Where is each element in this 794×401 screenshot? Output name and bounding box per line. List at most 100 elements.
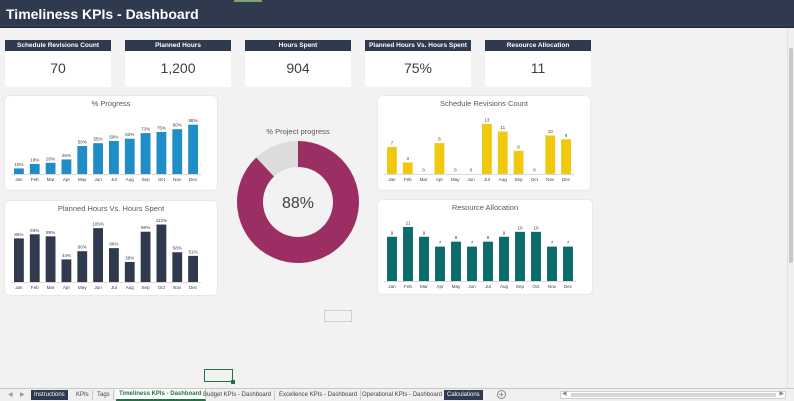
data-label: 6 — [517, 144, 520, 149]
donut-slice-complete[interactable] — [237, 141, 359, 263]
bar-jan[interactable] — [14, 168, 24, 174]
bar-jan[interactable] — [387, 236, 397, 281]
bar-apr[interactable] — [434, 143, 445, 174]
bar-oct[interactable] — [531, 231, 541, 281]
data-label: 63% — [125, 132, 134, 137]
progress-chart[interactable]: % Progress 10% Jan 18% Feb 20% Mar 26% Apr 50% May… — [5, 96, 217, 190]
bar-dec[interactable] — [188, 124, 198, 174]
bar-mar[interactable] — [419, 236, 429, 281]
fill-handle[interactable] — [231, 380, 235, 384]
bar-aug[interactable] — [497, 131, 508, 174]
bar-nov[interactable] — [545, 135, 556, 174]
tab-tags[interactable]: Tags — [94, 390, 114, 400]
project-progress-donut[interactable]: % Project progress 88% — [236, 124, 360, 276]
data-label: 26% — [62, 153, 71, 158]
bar-sep[interactable] — [515, 231, 525, 281]
add-sheet-icon[interactable]: + — [497, 390, 506, 399]
bar-dec[interactable] — [561, 139, 571, 174]
chart-title: Resource Allocation — [452, 203, 518, 212]
bar-sep[interactable] — [513, 150, 524, 174]
kpi-card-hours-spent: Hours Spent 904 — [245, 40, 351, 87]
bar-may[interactable] — [77, 251, 88, 282]
scroll-left-icon[interactable]: ◀ — [562, 391, 567, 397]
bar-aug[interactable] — [499, 236, 509, 281]
data-label: 11 — [406, 220, 411, 225]
bar-feb[interactable] — [29, 163, 40, 174]
bar-jul[interactable] — [109, 248, 119, 282]
bar-may[interactable] — [451, 241, 461, 281]
horizontal-scrollbar[interactable]: ◀ ▶ — [560, 391, 786, 399]
tab-scroll-right-icon[interactable]: ▶ — [20, 392, 25, 398]
vertical-scrollbar[interactable] — [787, 28, 794, 388]
tab-instructions[interactable]: Instructions — [31, 390, 68, 400]
bar-sep[interactable] — [140, 231, 151, 282]
vertical-scroll-thumb[interactable] — [789, 48, 793, 263]
bar-dec[interactable] — [188, 255, 198, 282]
data-label: 0 — [470, 168, 473, 173]
floating-shape[interactable] — [324, 310, 352, 322]
selected-cell[interactable] — [204, 369, 235, 384]
bar-apr[interactable] — [435, 246, 445, 281]
bar-apr[interactable] — [61, 159, 72, 174]
x-tick-label: Jun — [94, 177, 102, 182]
bar-aug[interactable] — [124, 261, 135, 282]
tab-scroll-left-icon[interactable]: ◀ — [8, 392, 13, 398]
data-label: 112% — [156, 218, 167, 223]
x-tick-label: May — [78, 285, 87, 290]
data-label: 98% — [141, 225, 150, 230]
tab-excellence-dashboard[interactable]: Excellence KPIs - Dashboard — [276, 390, 362, 400]
x-tick-label: Oct — [158, 177, 166, 182]
tab-budget-dashboard[interactable]: Budget KPIs - Dashboard — [200, 390, 276, 400]
x-tick-label: Apr — [63, 285, 71, 290]
bar-oct[interactable] — [156, 132, 167, 174]
data-label: 73% — [141, 127, 150, 132]
tab-operational-dashboard[interactable]: Operational KPIs - Dashboard — [359, 390, 447, 400]
bar-jul[interactable] — [109, 140, 119, 174]
x-tick-label: Jan — [15, 177, 23, 182]
kpi-card-schedule-revisions: Schedule Revisions Count 70 — [5, 40, 111, 87]
bar-nov[interactable] — [547, 246, 557, 281]
data-label: 7 — [471, 240, 474, 245]
bar-mar[interactable] — [45, 162, 56, 174]
bar-jul[interactable] — [483, 241, 493, 281]
bar-dec[interactable] — [563, 246, 573, 281]
bar-nov[interactable] — [172, 252, 183, 282]
bar-aug[interactable] — [124, 138, 135, 174]
bar-mar[interactable] — [45, 236, 56, 282]
bar-oct[interactable] — [156, 224, 167, 282]
bar-jun[interactable] — [467, 246, 477, 281]
bar-feb[interactable] — [403, 226, 413, 281]
donut-slice-remaining[interactable] — [256, 141, 298, 177]
kpi-value: 904 — [286, 60, 310, 76]
horizontal-scroll-thumb[interactable] — [571, 393, 776, 397]
tab-timeliness-dashboard[interactable]: Timeliness KPIs - Dashboard — [116, 389, 206, 401]
kpi-label: Schedule Revisions Count — [5, 40, 111, 51]
planned-vs-spent-chart[interactable]: Planned Hours Vs. Hours Spent 85% Jan 93% Fe… — [5, 201, 217, 295]
bar-feb[interactable] — [29, 234, 40, 282]
bar-may[interactable] — [77, 146, 88, 174]
bar-sep[interactable] — [140, 133, 151, 174]
bar-feb[interactable] — [402, 162, 413, 174]
x-tick-label: Jan — [388, 177, 396, 182]
tab-kpis[interactable]: KPIs — [73, 390, 93, 400]
data-label: 11 — [500, 125, 505, 130]
bar-apr[interactable] — [61, 259, 72, 282]
x-tick-label: May — [451, 177, 460, 182]
data-label: 10 — [517, 225, 523, 230]
schedule-revisions-chart[interactable]: Schedule Revisions Count 7 Jan 3 Feb 0 Mar 8 Apr… — [378, 96, 590, 190]
tab-calculations[interactable]: Calculations — [444, 390, 483, 400]
planned-vs-spent-chart-svg: Planned Hours Vs. Hours Spent 85% Jan 93% Fe… — [11, 204, 201, 290]
resource-allocation-chart[interactable]: Resource Allocation 9 Jan 11 Feb 9 Mar 7 Apr 8 May… — [378, 200, 592, 294]
bar-jun[interactable] — [93, 143, 103, 174]
x-tick-label: Nov — [548, 284, 557, 289]
bar-jun[interactable] — [93, 228, 103, 282]
x-tick-label: Jun — [467, 177, 475, 182]
bar-jan[interactable] — [387, 147, 397, 174]
bar-jul[interactable] — [482, 123, 492, 174]
scroll-right-icon[interactable]: ▶ — [779, 391, 784, 397]
bar-jan[interactable] — [14, 238, 24, 282]
header-accent — [234, 0, 262, 2]
x-tick-label: Aug — [499, 177, 508, 182]
bar-nov[interactable] — [172, 129, 183, 174]
data-label: 3 — [406, 156, 409, 161]
